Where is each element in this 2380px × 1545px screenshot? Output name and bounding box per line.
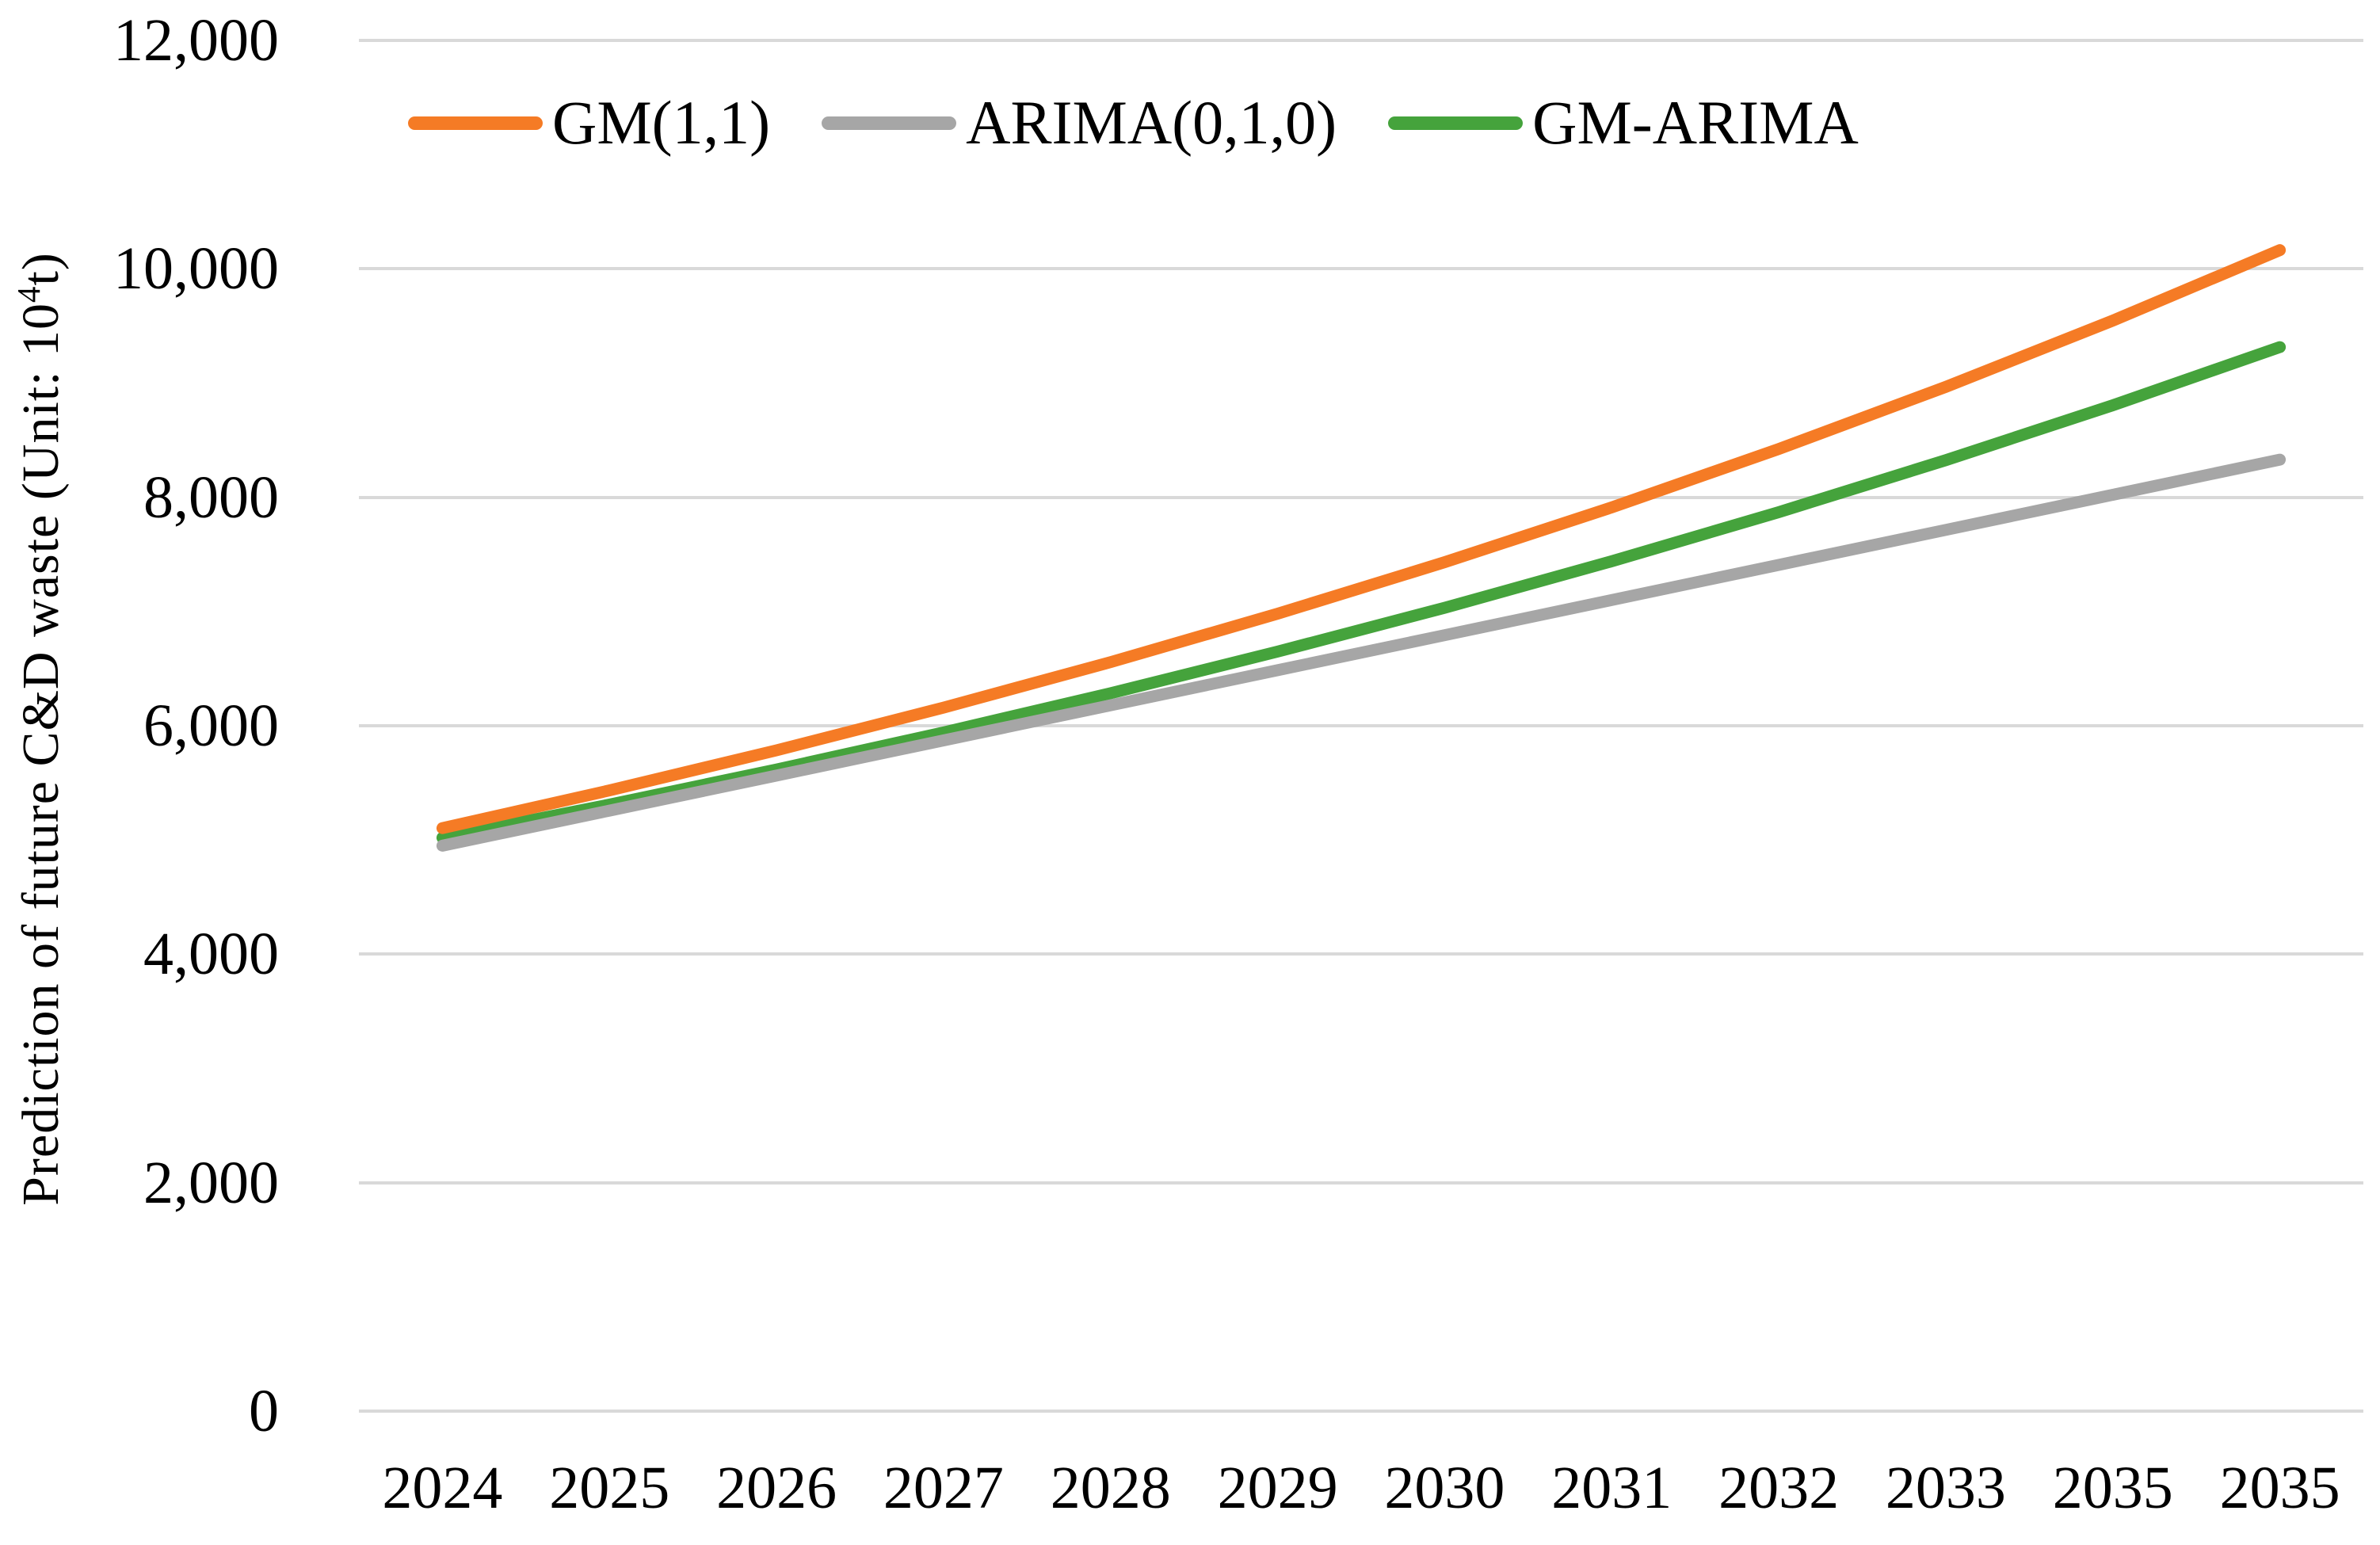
gridline [359,1181,2363,1184]
gridline [359,495,2363,499]
plot-area [359,39,2363,1413]
x-tick-label: 2028 [1050,1455,1171,1521]
gridline [359,952,2363,956]
x-tick-label: 2026 [716,1455,837,1521]
x-tick-label: 2027 [883,1455,1004,1521]
x-tick-label: 2025 [549,1455,670,1521]
x-tick-label: 2030 [1384,1455,1505,1521]
series-line-arima-0-1-0 [436,453,2287,852]
gridline [359,267,2363,271]
legend-item: GM(1,1) [408,87,770,158]
y-tick-label: 0 [249,1378,279,1444]
x-tick-label: 2035 [2219,1455,2340,1521]
y-tick-label: 2,000 [143,1149,279,1216]
x-tick-label: 2024 [382,1455,503,1521]
x-tick-label: 2033 [1885,1455,2006,1521]
y-tick-label: 4,000 [143,921,279,988]
gridline [359,1410,2363,1413]
x-tick-label: 2032 [1718,1455,1840,1521]
x-tick-label: 2029 [1217,1455,1338,1521]
legend-item: ARIMA(0,1,0) [822,87,1337,158]
series-line-gm-arima [436,341,2287,844]
legend-label: GM(1,1) [552,88,771,157]
gridline [359,724,2363,727]
legend-item: GM-ARIMA [1388,87,1859,158]
y-tick-label: 10,000 [113,235,279,303]
legend-label: GM-ARIMA [1532,88,1859,157]
y-tick-label: 8,000 [143,464,279,531]
legend-swatch [408,116,543,130]
x-tick-label: 2035 [2052,1455,2173,1521]
legend: GM(1,1) ARIMA(0,1,0) GM-ARIMA [408,87,1859,158]
y-tick-label: 6,000 [143,692,279,759]
y-tick-label: 12,000 [113,7,279,74]
legend-swatch [822,116,957,130]
legend-swatch [1388,116,1524,130]
legend-label: ARIMA(0,1,0) [966,88,1337,157]
gridline [359,39,2363,42]
x-tick-label: 2031 [1551,1455,1672,1521]
series-line-gm-1-1 [436,244,2287,834]
